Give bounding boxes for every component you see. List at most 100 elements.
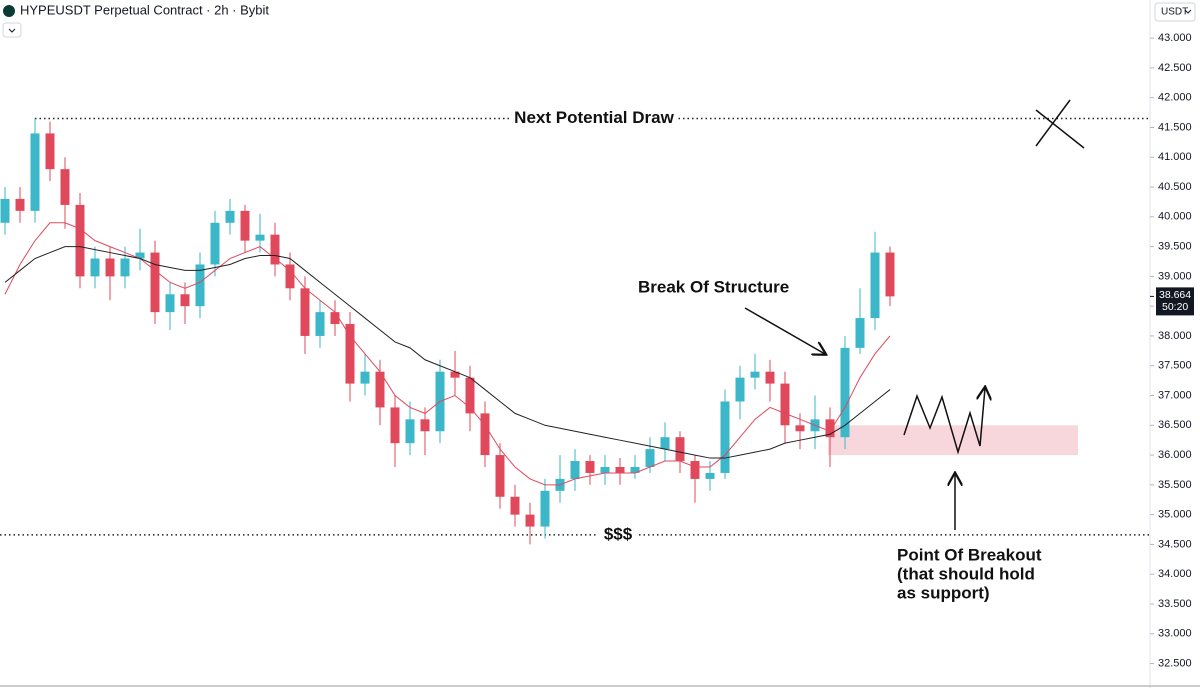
candle-body xyxy=(600,466,610,473)
candle-body xyxy=(450,371,460,378)
candle-body xyxy=(480,413,490,456)
level-label-bg xyxy=(512,107,676,130)
currency-button[interactable] xyxy=(1154,2,1196,22)
y-tick-label: 40.500 xyxy=(1158,181,1192,193)
y-tick-label: 42.000 xyxy=(1158,92,1192,104)
logo xyxy=(3,5,15,17)
candle-body xyxy=(390,407,400,444)
candle-body xyxy=(465,377,475,414)
level-label-bg xyxy=(598,523,638,546)
candle-body xyxy=(150,252,160,313)
candle-body xyxy=(525,514,535,527)
candle-body xyxy=(90,258,100,277)
chart-title: HYPEUSDT Perpetual Contract · 2h · Bybit xyxy=(20,2,269,17)
level-label: $$$ xyxy=(604,524,633,543)
candle-body xyxy=(240,210,250,241)
candle-body xyxy=(60,169,70,205)
candle-body xyxy=(885,252,895,297)
price-label: 38.664 xyxy=(1159,289,1191,301)
candle-body xyxy=(135,252,145,259)
candle-body xyxy=(705,472,715,479)
candle-body xyxy=(675,437,685,462)
candle-body xyxy=(855,318,865,348)
candle-body xyxy=(510,496,520,515)
candle-body xyxy=(285,264,295,289)
candle-body xyxy=(795,425,805,432)
y-tick-label: 34.000 xyxy=(1158,568,1192,580)
candle-body xyxy=(765,371,775,384)
y-tick-label: 42.500 xyxy=(1158,62,1192,74)
candle-body xyxy=(0,198,10,223)
y-tick-label: 39.500 xyxy=(1158,241,1192,253)
y-tick-label: 40.000 xyxy=(1158,211,1192,223)
y-tick-label: 32.500 xyxy=(1158,657,1192,669)
annotation: Break Of Structure xyxy=(638,277,789,296)
target-cross xyxy=(1035,99,1071,147)
candle-body xyxy=(225,210,235,223)
target-cross xyxy=(1035,109,1085,149)
candle-body xyxy=(420,419,430,432)
chevron xyxy=(1184,9,1192,14)
candle-body xyxy=(660,437,670,450)
candle-body xyxy=(75,204,85,277)
candle-body xyxy=(570,461,580,479)
y-tick-label: 36.500 xyxy=(1158,419,1192,431)
candle-body xyxy=(630,466,640,473)
candle-body xyxy=(45,133,55,170)
y-tick-label: 39.000 xyxy=(1158,270,1192,282)
candle-body xyxy=(375,371,385,408)
candle-body xyxy=(300,288,310,336)
candle-body xyxy=(840,347,850,438)
candle-body xyxy=(195,264,205,307)
y-tick-label: 35.500 xyxy=(1158,479,1192,491)
candle-body xyxy=(405,419,415,444)
annotation: Point Of Breakout xyxy=(897,545,1042,564)
candle-body xyxy=(165,294,175,313)
y-tick-label: 37.000 xyxy=(1158,389,1192,401)
y-tick-label: 35.000 xyxy=(1158,509,1192,521)
candle-body xyxy=(315,312,325,336)
price-label-bg xyxy=(1156,287,1194,316)
candle-body xyxy=(330,312,340,325)
y-tick-label: 36.000 xyxy=(1158,449,1192,461)
annotation: as support) xyxy=(897,583,990,602)
currency-label: USDT xyxy=(1161,7,1188,18)
candle-body xyxy=(615,466,625,473)
candle-body xyxy=(345,324,355,384)
chevron xyxy=(8,28,16,33)
candle-body xyxy=(120,258,130,277)
y-tick-label: 37.500 xyxy=(1158,360,1192,372)
support-zone xyxy=(828,425,1078,456)
arrow xyxy=(744,307,825,354)
candle-body xyxy=(270,234,280,265)
level-label: Next Potential Draw xyxy=(514,108,674,127)
candle-body xyxy=(255,234,265,241)
moving-average xyxy=(4,222,891,486)
moving-average xyxy=(4,246,891,459)
candle-body xyxy=(750,371,760,378)
candle-body xyxy=(105,258,115,277)
candle-body xyxy=(540,490,550,527)
candle-body xyxy=(690,461,700,479)
candle-body xyxy=(780,383,790,426)
collapse-button[interactable] xyxy=(2,22,22,38)
candle-body xyxy=(210,222,220,265)
candle-body xyxy=(735,377,745,402)
candle-body xyxy=(360,371,370,384)
candle-body xyxy=(495,455,505,497)
countdown-label: 50:20 xyxy=(1162,301,1188,313)
y-tick-label: 33.500 xyxy=(1158,598,1192,610)
y-tick-label: 41.000 xyxy=(1158,151,1192,163)
annotation: (that should hold xyxy=(897,564,1035,583)
candle-body xyxy=(15,198,25,211)
candle-body xyxy=(720,401,730,473)
candle-body xyxy=(585,461,595,473)
y-tick-label: 41.500 xyxy=(1158,121,1192,133)
candle-body xyxy=(645,449,655,467)
candle-body xyxy=(825,419,835,438)
y-tick-label: 34.500 xyxy=(1158,538,1192,550)
y-tick-label: 43.000 xyxy=(1158,32,1192,44)
y-tick-label: 38.000 xyxy=(1158,330,1192,342)
candle-body xyxy=(30,133,40,211)
projected-path xyxy=(903,388,985,455)
